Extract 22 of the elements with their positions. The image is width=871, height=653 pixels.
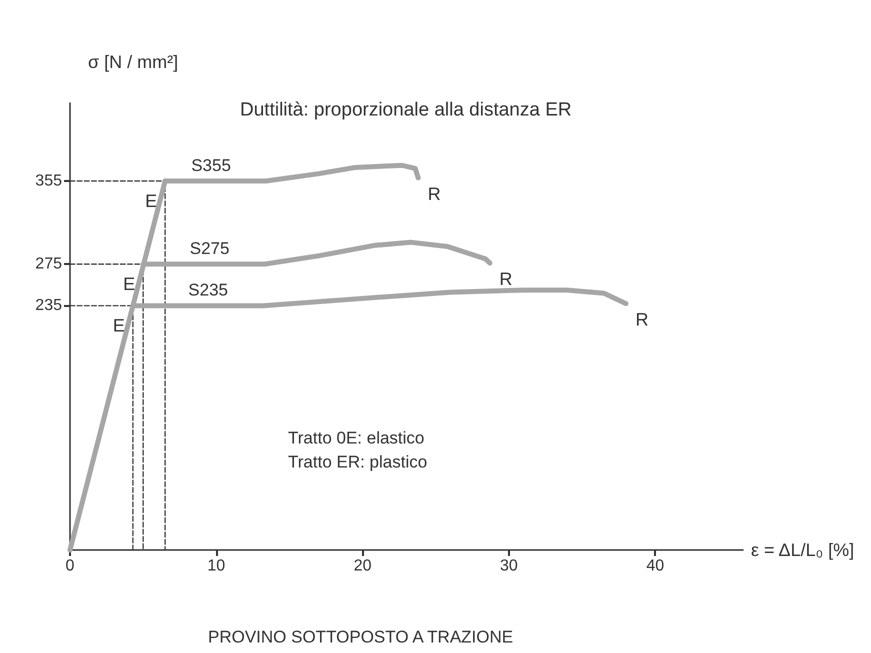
annotation: R	[635, 310, 648, 330]
y-tick-label: 235	[35, 297, 62, 314]
x-axis-title: ε = ΔL/L₀ [%]	[751, 540, 854, 560]
x-tick-label: 20	[354, 558, 372, 574]
annotation: E	[145, 190, 158, 211]
x-tick-label: 0	[66, 558, 75, 574]
annotation: R	[428, 184, 441, 204]
annotation: Duttilità: proporzionale alla distanza ER	[240, 100, 572, 120]
series-label: S235	[188, 280, 228, 300]
series-label: S355	[191, 156, 231, 175]
y-axis-title: σ [N / mm²]	[88, 52, 178, 72]
annotation: E	[112, 316, 125, 336]
y-tick-label: 355	[35, 172, 62, 190]
series-label: S275	[190, 239, 230, 258]
annotation: Tratto 0E: elastico Tratto ER: plastico	[288, 428, 428, 472]
x-tick-label: 30	[500, 558, 518, 574]
y-tick-label: 275	[35, 256, 62, 273]
x-tick-label: 10	[207, 558, 226, 574]
x-tick-label: 40	[646, 558, 664, 574]
annotation: E	[123, 274, 136, 294]
text: PROVINO SOTTOPOSTO A TRAZIONE	[208, 628, 514, 646]
annotation: R	[499, 269, 512, 290]
